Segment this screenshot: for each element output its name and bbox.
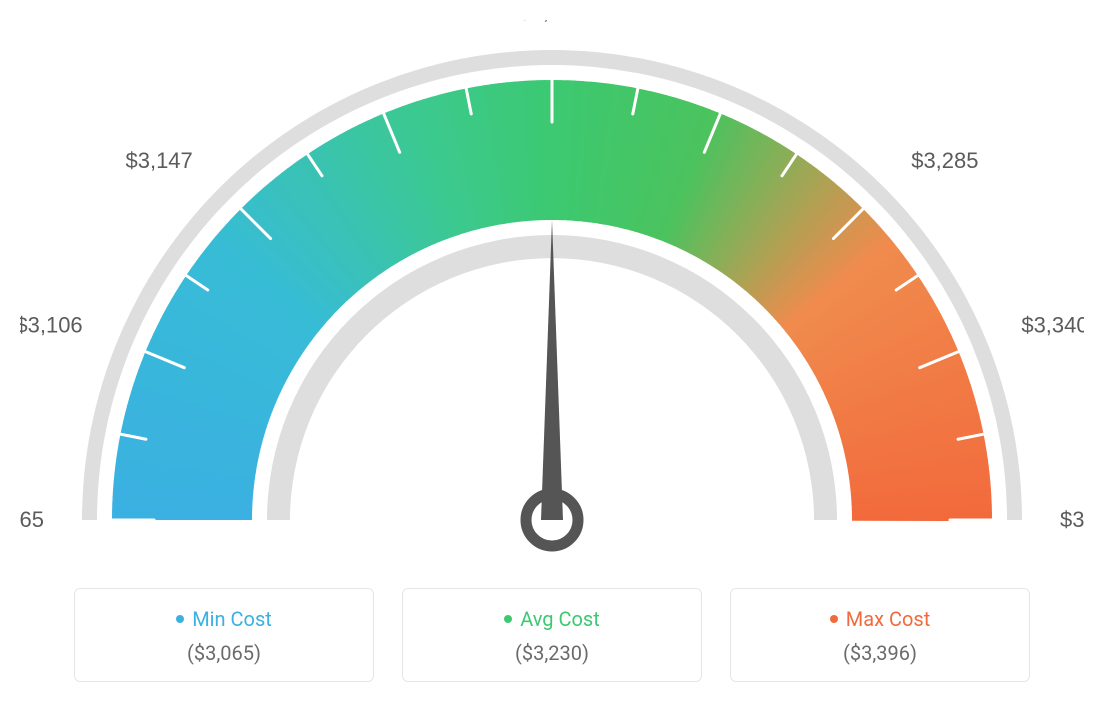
legend-card-avg: Avg Cost ($3,230) — [402, 588, 702, 682]
legend-title-avg: Avg Cost — [504, 607, 600, 631]
legend-dot-min — [176, 615, 184, 623]
legend-title-min-text: Min Cost — [192, 607, 272, 631]
legend-row: Min Cost ($3,065) Avg Cost ($3,230) Max … — [20, 588, 1084, 682]
legend-card-min: Min Cost ($3,065) — [74, 588, 374, 682]
legend-title-avg-text: Avg Cost — [520, 607, 600, 631]
legend-value-min: ($3,065) — [85, 641, 363, 665]
svg-text:$3,340: $3,340 — [1021, 313, 1084, 338]
legend-dot-avg — [504, 615, 512, 623]
svg-text:$3,065: $3,065 — [20, 507, 44, 532]
svg-text:$3,396: $3,396 — [1060, 507, 1084, 532]
legend-value-avg: ($3,230) — [413, 641, 691, 665]
legend-value-max: ($3,396) — [741, 641, 1019, 665]
svg-text:$3,285: $3,285 — [911, 148, 978, 173]
svg-text:$3,230: $3,230 — [518, 20, 585, 24]
legend-title-max-text: Max Cost — [846, 607, 931, 631]
legend-title-max: Max Cost — [830, 607, 931, 631]
legend-card-max: Max Cost ($3,396) — [730, 588, 1030, 682]
legend-title-min: Min Cost — [176, 607, 272, 631]
svg-text:$3,147: $3,147 — [125, 148, 192, 173]
svg-text:$3,106: $3,106 — [20, 313, 83, 338]
gauge-svg: $3,065 $3,106 $3,147 $3,230 $3,285 $3,340 $3,3… — [20, 20, 1084, 560]
legend-dot-max — [830, 615, 838, 623]
cost-gauge-chart: $3,065 $3,106 $3,147 $3,230 $3,285 $3,340 $3,3… — [20, 20, 1084, 682]
